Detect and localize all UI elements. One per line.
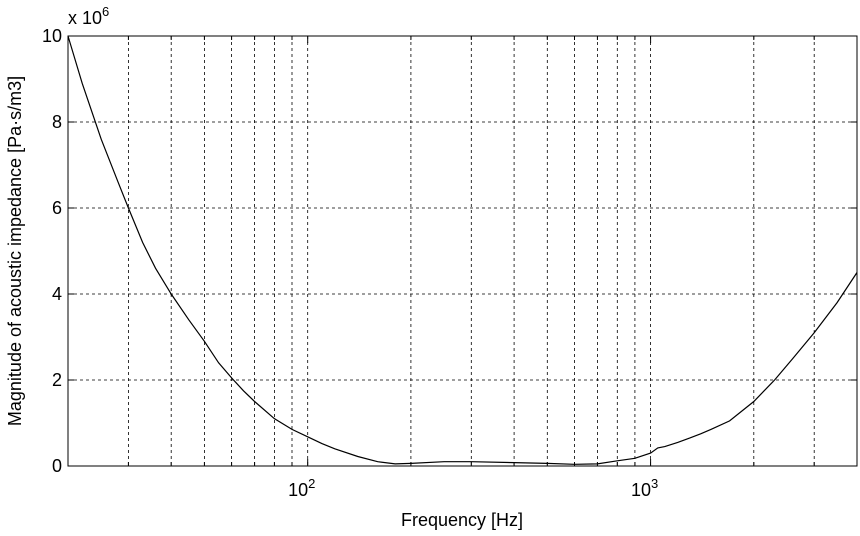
x-tick-label-exponent: 3 [651, 476, 658, 491]
y-tick-label: 10 [42, 26, 62, 46]
x-tick-labels: 102 103 [288, 476, 658, 500]
y-multiplier: x 106 [68, 4, 109, 28]
y-tick-label: 4 [52, 284, 62, 304]
y-tick-label: 0 [52, 456, 62, 476]
x-tick-label-base: 10 [288, 480, 308, 500]
y-axis-label: Magnitude of acoustic impedance [Pa·s/m3… [5, 76, 25, 426]
axis-ticks [68, 35, 857, 467]
plot-background [68, 36, 857, 466]
y-tick-label: 8 [52, 112, 62, 132]
x-axis-label: Frequency [Hz] [401, 510, 523, 530]
x-tick-label-base: 10 [631, 480, 651, 500]
y-tick-labels: 0 2 4 6 8 10 [42, 26, 62, 476]
y-multiplier-exponent: 6 [102, 4, 109, 19]
y-multiplier-base: x 10 [68, 8, 102, 28]
x-tick-label: 102 [288, 476, 315, 500]
x-tick-label-exponent: 2 [308, 476, 315, 491]
y-tick-label: 2 [52, 370, 62, 390]
x-tick-label: 103 [631, 476, 658, 500]
y-tick-label: 6 [52, 198, 62, 218]
plot-frame [67, 35, 858, 467]
